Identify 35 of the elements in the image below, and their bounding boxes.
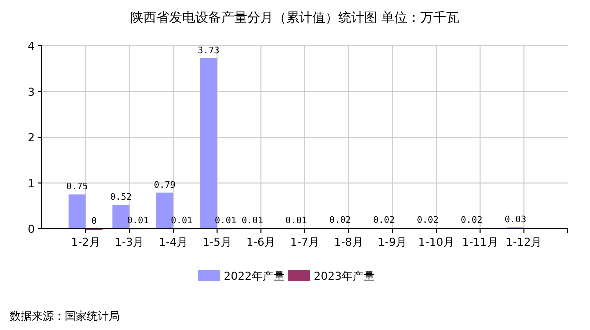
y-tick-label: 1	[28, 177, 35, 190]
data-label: 0.75	[66, 182, 88, 193]
x-tick-label: 1-8月	[334, 236, 364, 249]
chart-title: 陕西省发电设备产量分月（累计值）统计图 单位：万千瓦	[130, 11, 460, 26]
data-label: 0	[92, 217, 98, 227]
data-label: 0.02	[460, 216, 483, 226]
x-tick-label: 1-11月	[462, 236, 498, 249]
legend-label: 2023年产量	[314, 270, 375, 283]
data-label: 0.01	[242, 216, 264, 227]
x-tick-label: 1-5月	[202, 236, 232, 249]
y-tick-label: 0	[28, 223, 35, 236]
source-note: 数据来源：国家统计局	[10, 310, 120, 323]
data-label: 0.03	[504, 216, 527, 226]
legend-label: 2022年产量	[224, 270, 285, 283]
x-tick-label: 1-7月	[290, 236, 320, 249]
x-tick-label: 1-9月	[378, 236, 408, 249]
data-label: 0.79	[154, 180, 176, 191]
y-tick-label: 2	[28, 132, 35, 144]
data-label: 0.01	[286, 216, 308, 227]
y-tick-label: 4	[28, 40, 35, 53]
data-label: 0.01	[127, 216, 150, 227]
y-tick-label: 3	[28, 86, 35, 99]
x-tick-label: 1-2月	[71, 236, 100, 249]
x-tick-label: 1-12月	[506, 236, 542, 249]
data-label: 0.01	[171, 216, 193, 227]
data-label: 0.02	[417, 216, 439, 226]
data-label: 3.73	[198, 46, 220, 56]
data-label: 0.52	[110, 193, 132, 204]
data-label: 0.02	[373, 216, 396, 226]
data-label: 0.01	[214, 216, 237, 227]
x-tick-label: 1-3月	[115, 236, 144, 249]
x-tick-label: 1-4月	[159, 236, 188, 249]
data-label: 0.02	[329, 216, 352, 226]
x-tick-label: 1-6月	[246, 236, 276, 249]
x-tick-label: 1-10月	[418, 236, 454, 249]
